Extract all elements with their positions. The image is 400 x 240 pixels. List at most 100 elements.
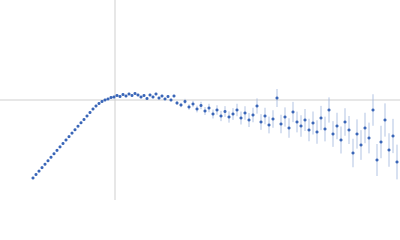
data-point	[145, 97, 149, 100]
data-point	[339, 138, 343, 142]
data-point	[55, 148, 59, 152]
data-point	[67, 135, 71, 139]
data-point	[371, 108, 375, 112]
chart	[0, 0, 400, 200]
data-point	[227, 115, 231, 119]
data-point	[142, 94, 146, 97]
data-point	[179, 103, 183, 107]
data-point	[223, 110, 227, 113]
data-point	[121, 93, 125, 96]
data-point	[103, 98, 107, 102]
data-point	[166, 95, 170, 98]
data-point	[97, 102, 101, 105]
data-point	[391, 134, 395, 138]
data-point	[379, 140, 383, 144]
data-point	[85, 114, 89, 118]
data-point	[199, 104, 203, 107]
data-point	[118, 95, 122, 98]
data-point	[37, 169, 41, 173]
data-point	[157, 96, 161, 100]
data-point	[160, 94, 164, 98]
data-point	[243, 111, 247, 115]
data-point	[271, 117, 275, 121]
data-point	[187, 105, 191, 109]
data-point	[239, 116, 243, 120]
data-point	[43, 162, 47, 166]
data-point	[203, 109, 207, 113]
data-point	[347, 128, 351, 132]
data-point	[283, 115, 287, 119]
data-point	[112, 95, 116, 99]
data-point	[148, 93, 152, 97]
data-point	[175, 101, 179, 105]
data-point	[395, 160, 399, 164]
data-point	[31, 176, 35, 180]
data-point	[279, 122, 283, 126]
data-point	[355, 132, 359, 136]
data-point	[133, 92, 137, 95]
data-point	[315, 130, 319, 134]
data-point	[58, 145, 62, 149]
data-point	[94, 104, 98, 108]
data-point	[191, 102, 195, 106]
data-point	[195, 107, 199, 111]
data-point	[130, 94, 134, 97]
data-point	[109, 96, 113, 99]
data-point	[73, 128, 77, 132]
data-point	[359, 143, 363, 147]
data-point	[76, 124, 80, 128]
data-point	[259, 120, 263, 124]
data-point	[335, 124, 339, 128]
data-point	[387, 148, 391, 152]
data-point	[100, 100, 104, 103]
data-point	[61, 142, 65, 145]
data-point	[151, 95, 155, 99]
data-point	[139, 95, 143, 99]
data-point	[255, 104, 259, 108]
data-point	[327, 108, 331, 112]
data-point	[287, 126, 291, 130]
data-point	[247, 118, 251, 122]
data-point	[207, 106, 211, 110]
data-point	[127, 92, 131, 96]
data-point	[375, 158, 379, 162]
data-point	[46, 159, 50, 163]
data-point	[106, 97, 110, 101]
data-point	[115, 94, 119, 97]
data-point	[219, 114, 223, 118]
data-point	[235, 108, 239, 112]
data-point	[251, 113, 255, 117]
data-point	[88, 111, 92, 114]
data-point	[367, 136, 371, 140]
data-point	[295, 120, 299, 124]
data-point	[154, 92, 158, 96]
data-point	[172, 94, 176, 98]
data-point	[169, 98, 173, 102]
data-point	[351, 151, 355, 155]
data-point	[307, 128, 311, 132]
data-point	[299, 124, 303, 128]
data-point	[211, 112, 215, 116]
data-point	[40, 166, 44, 170]
data-point	[91, 107, 95, 111]
data-point	[82, 118, 86, 121]
data-point	[231, 112, 235, 116]
data-point	[34, 173, 38, 176]
data-point	[263, 114, 267, 118]
data-point	[124, 94, 128, 98]
data-point	[215, 108, 219, 112]
data-point	[79, 121, 83, 125]
data-point	[331, 132, 335, 136]
data-point	[136, 93, 140, 97]
data-point	[343, 120, 347, 124]
data-point	[163, 97, 167, 101]
data-point	[363, 126, 367, 130]
data-point	[267, 123, 271, 127]
data-point	[64, 138, 68, 142]
data-point	[291, 110, 295, 114]
data-point	[383, 118, 387, 122]
data-point	[70, 131, 74, 135]
data-point	[52, 152, 56, 156]
data-point	[303, 118, 307, 122]
data-point	[323, 127, 327, 131]
